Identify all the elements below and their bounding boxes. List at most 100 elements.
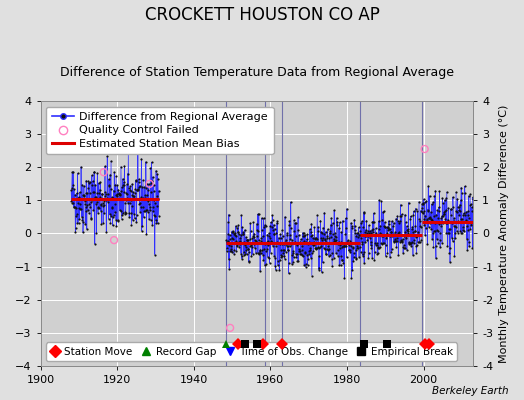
- Point: [154, 220, 162, 227]
- Point: [400, 229, 409, 235]
- Point: [330, 207, 339, 214]
- Point: [451, 235, 460, 242]
- Point: [451, 230, 460, 236]
- Point: [348, 223, 356, 230]
- Point: [407, 240, 415, 246]
- Point: [401, 219, 410, 225]
- Point: [96, 208, 105, 214]
- Point: [126, 199, 134, 206]
- Point: [321, 236, 329, 243]
- Point: [97, 190, 106, 197]
- Point: [133, 187, 141, 193]
- Point: [434, 204, 443, 211]
- Point: [102, 191, 110, 198]
- Point: [349, 244, 357, 251]
- Point: [434, 228, 442, 234]
- Point: [414, 232, 422, 238]
- Point: [270, 226, 279, 232]
- Point: [354, 230, 362, 236]
- Point: [102, 228, 111, 235]
- Point: [88, 172, 96, 178]
- Point: [456, 228, 464, 234]
- Point: [132, 177, 140, 184]
- Point: [246, 220, 254, 226]
- Point: [232, 232, 241, 239]
- Point: [255, 210, 263, 217]
- Point: [145, 216, 153, 222]
- Point: [77, 206, 85, 212]
- Point: [316, 239, 324, 246]
- Point: [467, 222, 476, 228]
- Point: [93, 170, 102, 176]
- Point: [394, 252, 402, 258]
- Point: [146, 165, 155, 172]
- Point: [249, 219, 258, 226]
- Point: [415, 198, 423, 205]
- Point: [374, 244, 382, 250]
- Point: [425, 192, 434, 199]
- Point: [462, 218, 470, 224]
- Point: [352, 233, 361, 240]
- Point: [223, 238, 232, 244]
- Point: [368, 226, 376, 233]
- Point: [86, 199, 95, 205]
- Point: [269, 227, 277, 233]
- Point: [402, 223, 411, 230]
- Point: [139, 194, 147, 201]
- Point: [446, 245, 454, 251]
- Point: [124, 170, 132, 177]
- Point: [111, 209, 119, 215]
- Point: [332, 236, 340, 243]
- Point: [67, 198, 75, 204]
- Point: [89, 189, 97, 196]
- Point: [107, 158, 115, 164]
- Point: [102, 197, 110, 203]
- Point: [114, 218, 122, 225]
- Point: [381, 242, 390, 248]
- Point: [387, 228, 395, 235]
- Point: [463, 246, 472, 253]
- Point: [292, 242, 301, 248]
- Point: [257, 235, 266, 242]
- Point: [281, 239, 289, 246]
- Point: [468, 194, 477, 201]
- Point: [460, 219, 468, 226]
- Point: [127, 210, 135, 216]
- Point: [247, 253, 256, 259]
- Point: [84, 185, 92, 191]
- Point: [453, 203, 462, 210]
- Point: [222, 248, 231, 254]
- Point: [375, 197, 384, 204]
- Point: [101, 192, 110, 199]
- Point: [385, 226, 394, 232]
- Point: [417, 224, 425, 231]
- Point: [288, 261, 296, 267]
- Point: [311, 236, 319, 242]
- Point: [239, 240, 248, 246]
- Point: [243, 236, 251, 243]
- Point: [277, 254, 286, 260]
- Point: [319, 224, 327, 231]
- Point: [438, 195, 446, 201]
- Point: [264, 238, 272, 244]
- Point: [279, 246, 287, 253]
- Point: [268, 212, 277, 219]
- Point: [369, 219, 378, 225]
- Point: [388, 218, 396, 224]
- Point: [138, 223, 147, 230]
- Point: [409, 208, 418, 214]
- Point: [144, 187, 152, 193]
- Point: [277, 252, 285, 258]
- Point: [249, 233, 257, 239]
- Point: [239, 252, 248, 258]
- Point: [261, 223, 270, 230]
- Point: [92, 194, 100, 200]
- Point: [257, 250, 265, 256]
- Point: [402, 235, 410, 241]
- Point: [300, 232, 309, 239]
- Point: [127, 197, 135, 203]
- Point: [298, 243, 306, 249]
- Point: [300, 230, 308, 236]
- Point: [359, 224, 367, 230]
- Point: [379, 208, 388, 214]
